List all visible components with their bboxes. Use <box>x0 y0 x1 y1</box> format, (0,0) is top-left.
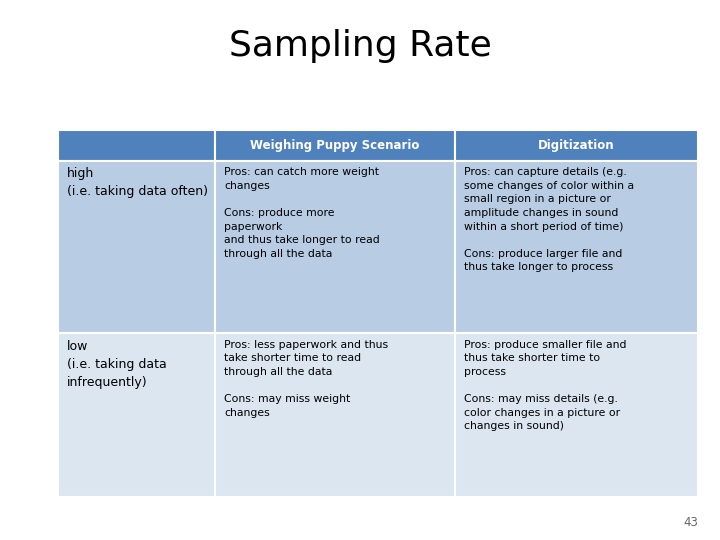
Text: Sampling Rate: Sampling Rate <box>229 29 491 63</box>
Text: Pros: produce smaller file and
thus take shorter time to
process

Cons: may miss: Pros: produce smaller file and thus take… <box>464 340 626 431</box>
Text: Pros: less paperwork and thus
take shorter time to read
through all the data

Co: Pros: less paperwork and thus take short… <box>224 340 388 418</box>
Bar <box>455 161 698 333</box>
Bar <box>215 333 455 497</box>
Bar <box>215 161 455 333</box>
Text: low
(i.e. taking data
infrequently): low (i.e. taking data infrequently) <box>67 340 167 389</box>
Text: 43: 43 <box>683 516 698 529</box>
Bar <box>58 333 215 497</box>
Text: Digitization: Digitization <box>539 139 615 152</box>
Bar <box>58 130 215 161</box>
Text: Pros: can capture details (e.g.
some changes of color within a
small region in a: Pros: can capture details (e.g. some cha… <box>464 167 634 273</box>
Bar <box>455 333 698 497</box>
Text: high
(i.e. taking data often): high (i.e. taking data often) <box>67 167 208 198</box>
Text: Weighing Puppy Scenario: Weighing Puppy Scenario <box>250 139 420 152</box>
Bar <box>58 161 215 333</box>
Bar <box>215 130 455 161</box>
Bar <box>455 130 698 161</box>
Text: Pros: can catch more weight
changes

Cons: produce more
paperwork
and thus take : Pros: can catch more weight changes Cons… <box>224 167 379 259</box>
